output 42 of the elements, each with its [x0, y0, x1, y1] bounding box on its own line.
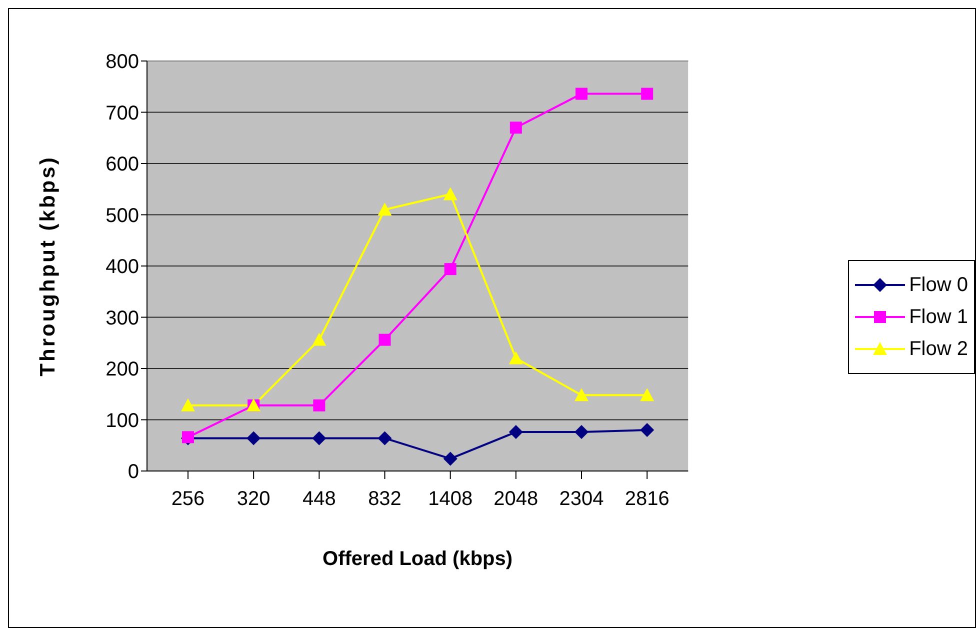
y-tick-label: 200	[106, 358, 139, 381]
x-tick-label: 2048	[494, 488, 538, 510]
point	[378, 202, 392, 216]
y-tick-label: 100	[106, 410, 139, 432]
y-tick-label: 400	[106, 256, 139, 278]
x-axis-title: Offered Load (kbps)	[322, 548, 513, 570]
legend-label: Flow 1	[909, 306, 968, 328]
y-tick-label: 800	[106, 51, 139, 74]
y-tick-label: 600	[106, 154, 139, 176]
x-tick-label: 1408	[428, 488, 473, 510]
point	[443, 452, 458, 466]
y-axis-title: Throughput (kbps)	[36, 156, 60, 376]
point	[313, 399, 326, 412]
legend-label: Flow 0	[909, 274, 968, 296]
point	[574, 425, 589, 440]
y-tick-label: 300	[106, 307, 139, 330]
legend-label: Flow 2	[909, 338, 968, 360]
point	[246, 431, 261, 446]
point	[641, 88, 654, 100]
point	[444, 263, 456, 276]
point	[378, 431, 392, 446]
point	[378, 334, 391, 346]
point	[574, 388, 589, 402]
x-tick-label: 256	[171, 488, 205, 510]
point	[508, 425, 523, 440]
point	[640, 388, 654, 402]
y-tick-label: 700	[106, 102, 139, 124]
point	[181, 398, 195, 412]
x-tick-label: 2816	[624, 488, 670, 510]
point	[508, 351, 523, 364]
point	[443, 187, 458, 200]
x-tick-label: 320	[236, 488, 270, 510]
point	[510, 122, 522, 134]
point	[640, 423, 654, 437]
x-tick-label: 448	[302, 488, 336, 510]
y-tick-label: 0	[128, 461, 139, 484]
x-tick-label: 2304	[559, 488, 604, 510]
point	[576, 88, 588, 100]
point	[312, 431, 326, 446]
y-tick-label: 500	[106, 204, 139, 227]
x-tick-label: 832	[368, 488, 402, 510]
point	[312, 332, 326, 346]
